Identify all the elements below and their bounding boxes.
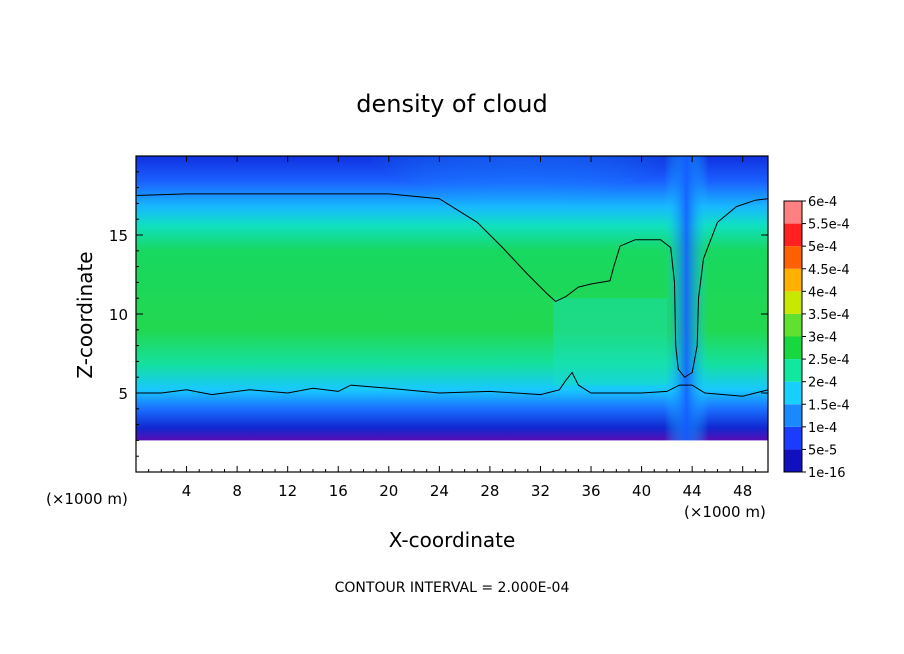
colorbar: 1e-16 5e-5 1e-4 1.5e-4 2e-4 2.5e-4 3e-4 3.5e-4 4… xyxy=(783,195,850,481)
colorbar-swatch xyxy=(784,201,802,224)
colorbar-label: 2.5e-4 xyxy=(808,353,850,368)
x-axis-ticks: 4 8 12 16 20 24 28 32 36 40 44 48 xyxy=(148,156,756,500)
y-tick-label: 15 xyxy=(109,227,128,245)
x-tick-label: 28 xyxy=(480,482,499,500)
x-tick-label: 24 xyxy=(430,482,449,500)
colorbar-swatch xyxy=(784,449,802,472)
colorbar-label: 1e-16 xyxy=(808,466,846,481)
x-unit-right: (×1000 m) xyxy=(684,503,766,521)
colorbar-label: 5.5e-4 xyxy=(808,218,850,233)
colorbar-swatch xyxy=(784,291,802,314)
y-tick-label: 10 xyxy=(109,306,128,324)
colorbar-label: 3e-4 xyxy=(808,331,837,346)
x-tick-label: 8 xyxy=(232,482,242,500)
colorbar-swatch xyxy=(784,359,802,382)
y-tick-label: 5 xyxy=(118,385,128,403)
contour-line-upper xyxy=(136,193,768,378)
x-tick-label: 48 xyxy=(733,482,752,500)
y-axis-ticks: 5 10 15 xyxy=(109,171,768,457)
x-tick-label: 36 xyxy=(581,482,600,500)
colorbar-label: 2e-4 xyxy=(808,376,837,391)
chart-title: density of cloud xyxy=(356,90,547,118)
colorbar-label: 4e-4 xyxy=(808,285,837,300)
contour-interval-note: CONTOUR INTERVAL = 2.000E-04 xyxy=(335,580,570,596)
colorbar-label: 5e-4 xyxy=(808,240,837,255)
missing-data-region xyxy=(136,440,768,472)
upper-dry-region xyxy=(357,156,686,283)
colorbar-swatch xyxy=(784,404,802,427)
colorbar-swatch xyxy=(784,246,802,269)
x-axis-label: X-coordinate xyxy=(389,528,516,552)
colorbar-label: 4.5e-4 xyxy=(808,263,850,278)
x-tick-label: 32 xyxy=(531,482,550,500)
colorbar-label: 3.5e-4 xyxy=(808,308,850,323)
colorbar-label: 6e-4 xyxy=(808,195,837,210)
colorbar-swatch xyxy=(784,381,802,405)
dry-column xyxy=(664,156,709,472)
heatmap-field xyxy=(136,156,768,472)
x-tick-label: 40 xyxy=(632,482,651,500)
x-tick-label: 20 xyxy=(379,482,398,500)
colorbar-swatch xyxy=(784,268,802,292)
y-axis-label: Z-coordinate xyxy=(73,251,97,378)
x-tick-label: 44 xyxy=(683,482,702,500)
x-tick-label: 16 xyxy=(329,482,348,500)
mid-light-region xyxy=(553,298,667,386)
colorbar-label: 1.5e-4 xyxy=(808,398,850,413)
colorbar-swatch xyxy=(784,336,802,360)
x-tick-label: 4 xyxy=(182,482,192,500)
colorbar-label: 1e-4 xyxy=(808,421,837,436)
colorbar-swatch xyxy=(784,223,802,247)
x-unit-left: (×1000 m) xyxy=(46,490,128,508)
x-tick-label: 12 xyxy=(278,482,297,500)
colorbar-swatch xyxy=(784,313,802,337)
contour-line-base xyxy=(136,371,768,397)
colorbar-swatch xyxy=(784,426,802,450)
colorbar-label: 5e-5 xyxy=(808,443,837,458)
